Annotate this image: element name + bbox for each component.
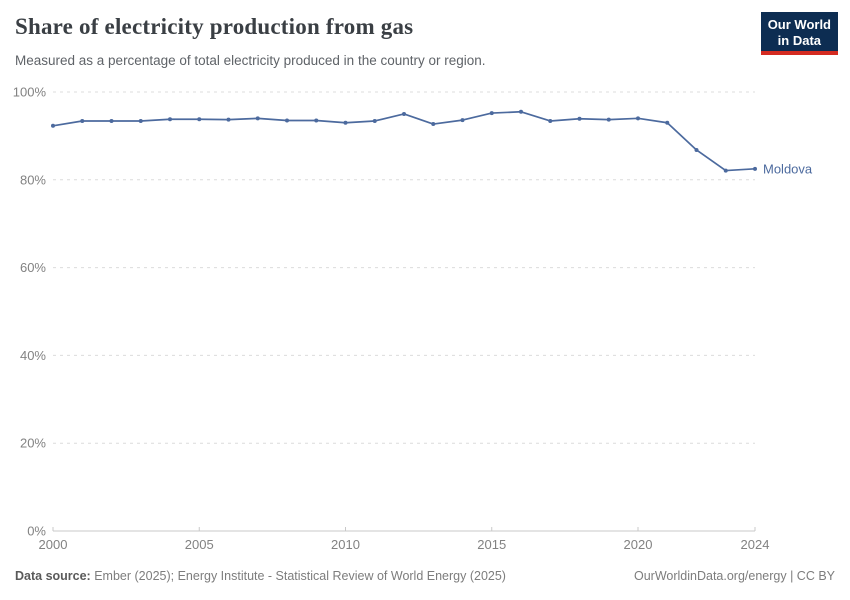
data-point	[168, 117, 172, 122]
series-label-moldova[interactable]: Moldova	[763, 161, 813, 176]
data-point	[372, 118, 377, 123]
credit-link[interactable]: OurWorldinData.org/energy | CC BY	[633, 569, 835, 583]
page-title: Share of electricity production from gas	[15, 14, 414, 39]
x-axis-label: 2000	[39, 537, 68, 552]
data-point	[138, 118, 143, 123]
y-axis-label: 60%	[20, 260, 46, 275]
owid-logo[interactable]: Our World in Data	[760, 12, 838, 56]
data-point	[519, 109, 523, 114]
x-axis-label: 2015	[477, 537, 506, 552]
data-point	[460, 118, 465, 123]
data-point	[431, 122, 436, 127]
data-source-label: Data source:	[15, 569, 91, 583]
y-axis-label: 40%	[20, 348, 46, 363]
data-source-note[interactable]: Data source: Ember (2025); Energy Instit…	[15, 569, 506, 583]
x-axis-label: 2005	[185, 537, 214, 552]
x-axis-label: 2024	[741, 537, 770, 552]
y-axis-label: 0%	[27, 524, 46, 539]
data-point	[197, 117, 202, 122]
data-point	[694, 147, 699, 152]
data-source-text: Ember (2025); Energy Institute - Statist…	[94, 569, 506, 583]
data-point	[51, 123, 55, 128]
data-point	[109, 118, 114, 123]
data-point	[577, 116, 582, 121]
data-point	[285, 118, 289, 123]
data-point	[665, 120, 670, 125]
x-axis-label: 2020	[624, 537, 653, 552]
chart-subtitle: Measured as a percentage of total electr…	[15, 53, 486, 68]
data-point	[606, 117, 611, 122]
data-point	[489, 111, 494, 116]
data-point	[255, 116, 260, 121]
owid-logo-line1: Our World	[767, 17, 831, 32]
data-point	[226, 117, 231, 122]
data-point	[548, 118, 553, 123]
y-axis-label: 20%	[20, 436, 46, 451]
data-point	[636, 116, 640, 121]
data-point	[723, 168, 728, 173]
moldova-line	[52, 110, 756, 172]
data-point	[80, 118, 85, 123]
y-axis-label: 80%	[20, 172, 46, 187]
y-axis-label: 100%	[13, 85, 47, 100]
owid-logo-line2: in Data	[777, 32, 822, 48]
data-point	[314, 118, 319, 123]
data-point	[402, 111, 406, 116]
data-point	[343, 120, 348, 125]
x-axis-label: 2010	[331, 537, 360, 552]
data-point	[753, 166, 757, 171]
